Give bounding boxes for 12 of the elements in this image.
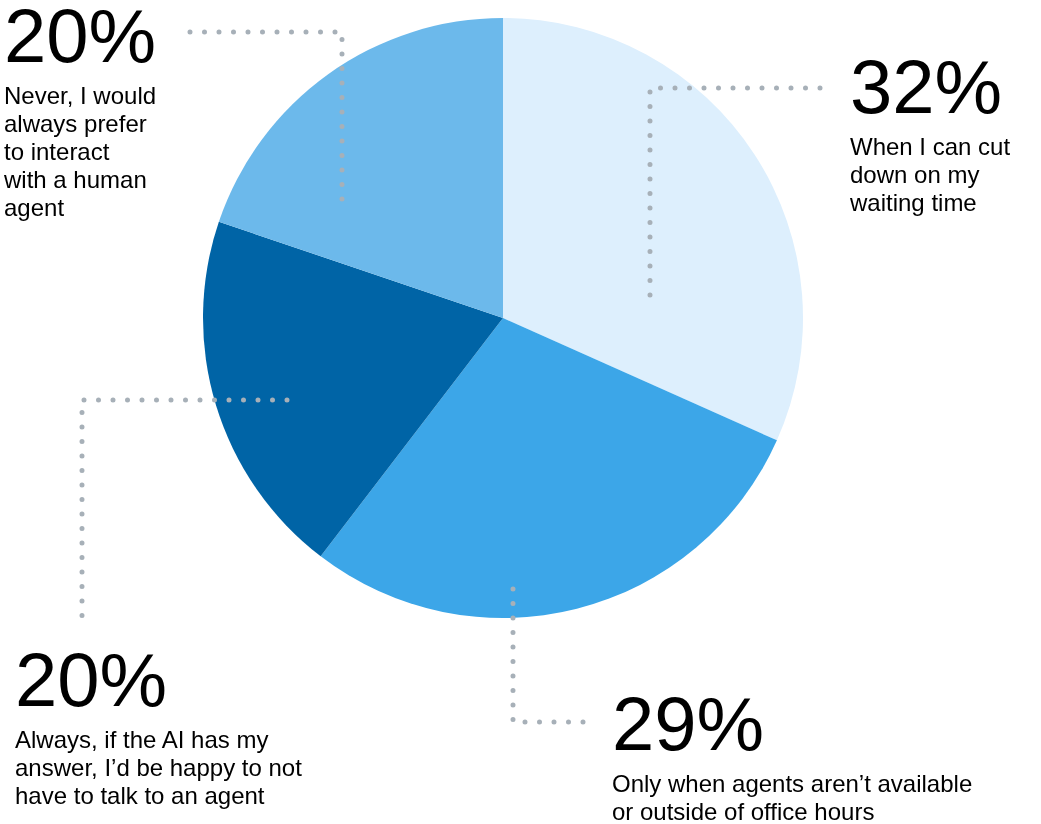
pie-slice (320, 318, 777, 618)
pie-slice (203, 221, 503, 557)
data-label: 32% (850, 44, 1003, 129)
data-label: 29% (612, 681, 765, 766)
data-label: 20% (15, 637, 168, 722)
slice-label: Never, I would always prefer to interact with a human agent (3, 82, 157, 221)
pie-slice (503, 18, 803, 441)
pie-slice (218, 18, 503, 318)
slice-label: When I can cut down on my waiting time (849, 133, 1011, 216)
slice-label: Always, if the AI has my answer, I’d be happy to not have to talk to an agent (15, 726, 303, 809)
data-label: 20% (4, 0, 157, 78)
slice-label: Only when agents aren’t available or outside of office hours (612, 770, 973, 824)
